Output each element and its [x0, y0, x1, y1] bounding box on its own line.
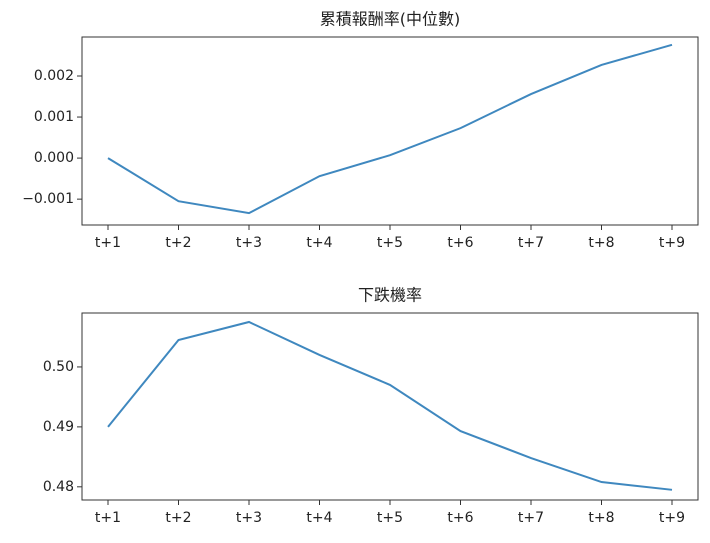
line [107, 320, 673, 491]
x-tick-label: t+1 [95, 510, 121, 526]
y-tick-label: −0.001 [22, 191, 74, 207]
line [107, 43, 673, 215]
x-tick-label: t+3 [236, 510, 262, 526]
chart-title: 累積報酬率(中位數) [320, 10, 461, 29]
x-tick-label: t+8 [588, 235, 614, 251]
x-tick-label: t+4 [306, 510, 332, 526]
x-tick-label: t+3 [236, 235, 262, 251]
x-tick-label: t+2 [165, 235, 191, 251]
x-tick-label: t+7 [518, 235, 544, 251]
y-tick-label: 0.002 [34, 68, 74, 84]
y-tick-label: 0.000 [34, 150, 74, 166]
plot-frame [81, 312, 699, 501]
x-tick-label: t+5 [377, 235, 403, 251]
x-tick-label: t+6 [447, 235, 473, 251]
y-tick-label: 0.50 [43, 359, 74, 375]
y-tick-label: 0.48 [43, 479, 74, 495]
x-tick-label: t+9 [659, 510, 685, 526]
x-tick-label: t+4 [306, 235, 332, 251]
x-tick-label: t+7 [518, 510, 544, 526]
chart-title: 下跌機率 [358, 286, 422, 305]
y-tick-label: 0.49 [43, 419, 74, 435]
x-tick-label: t+9 [659, 235, 685, 251]
plot-frame [81, 36, 699, 226]
y-tick-label: 0.001 [34, 109, 74, 125]
x-tick-label: t+8 [588, 510, 614, 526]
x-tick-label: t+5 [377, 510, 403, 526]
x-tick-label: t+2 [165, 510, 191, 526]
x-tick-label: t+1 [95, 235, 121, 251]
x-tick-label: t+6 [447, 510, 473, 526]
